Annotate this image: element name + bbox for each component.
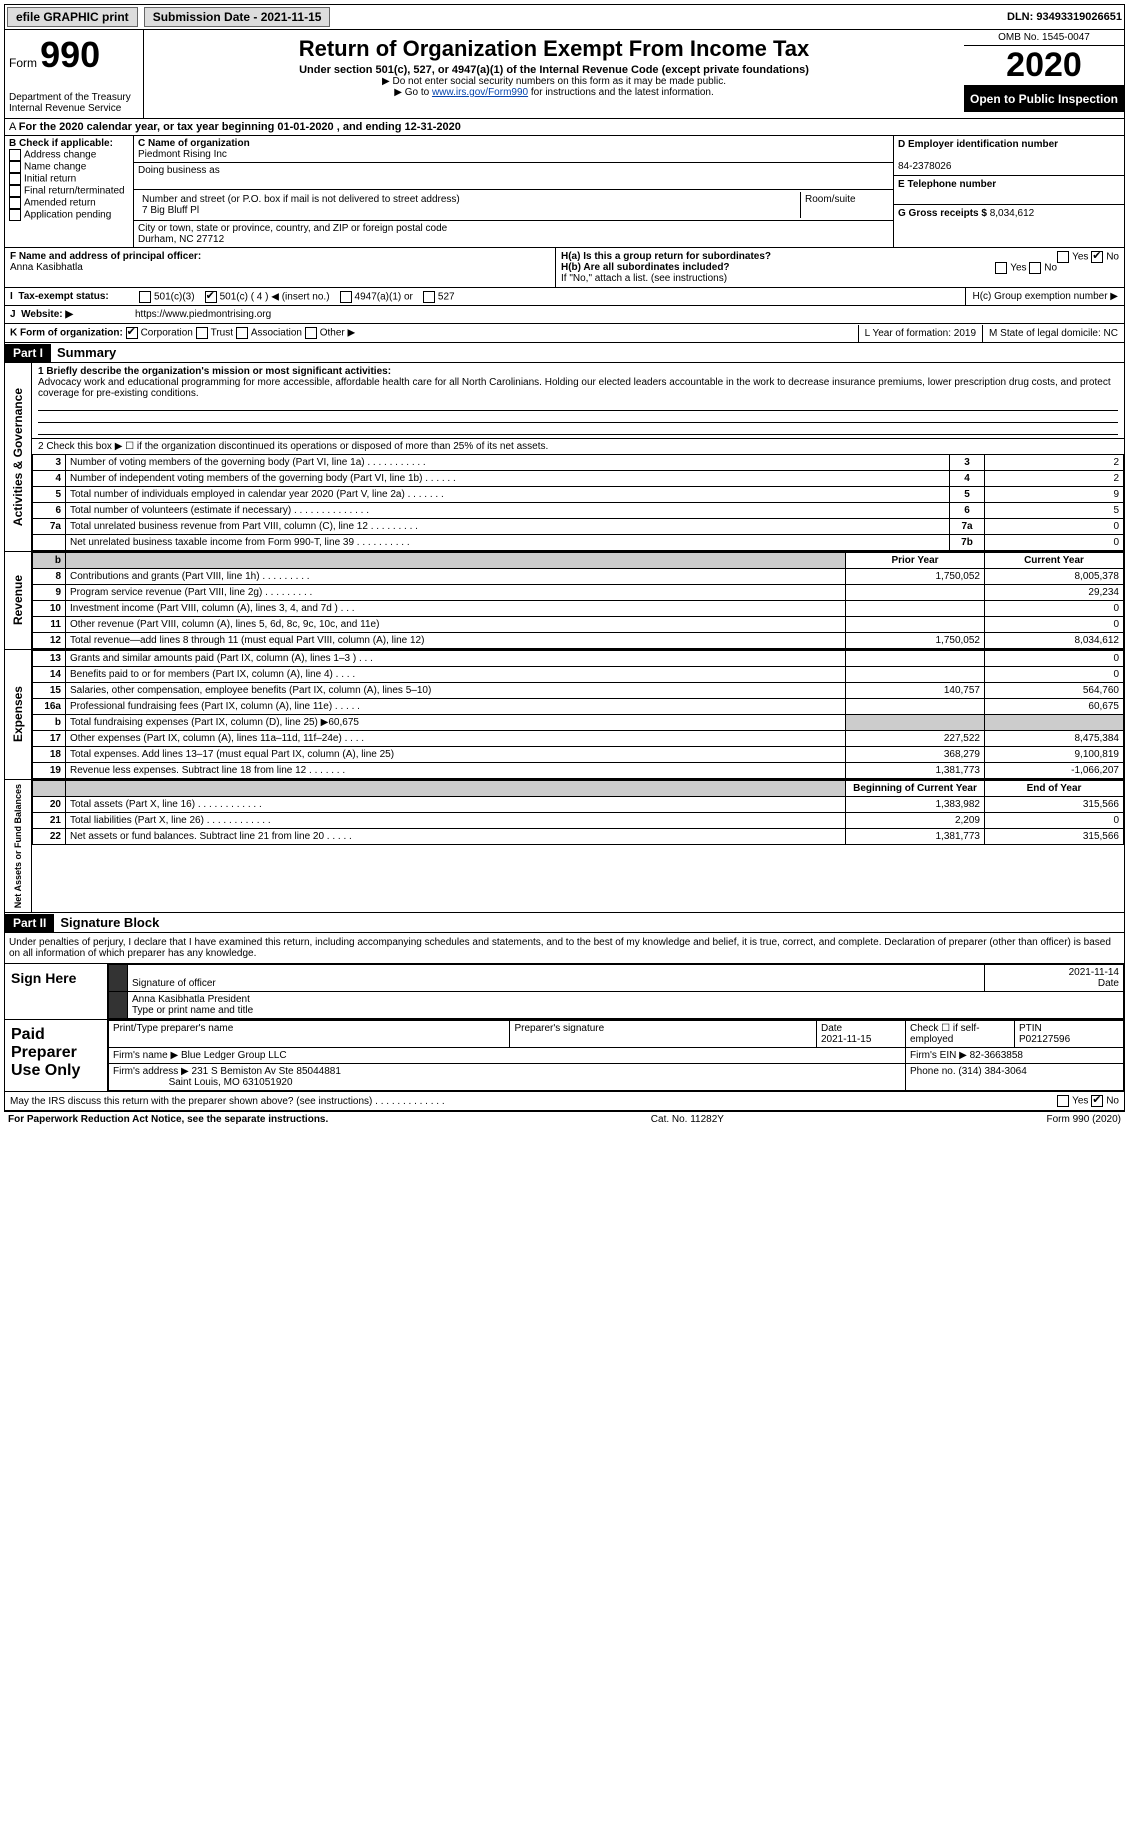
gross-value: 8,034,612: [990, 208, 1035, 219]
declaration-text: Under penalties of perjury, I declare th…: [4, 933, 1125, 964]
ein-label: D Employer identification number: [898, 139, 1058, 150]
mission-text: Advocacy work and educational programmin…: [38, 377, 1111, 399]
firm-name: Blue Ledger Group LLC: [181, 1050, 287, 1061]
cat-number: Cat. No. 11282Y: [651, 1114, 724, 1125]
part2-header: Part II: [5, 914, 54, 932]
preparer-sig-label: Preparer's signature: [510, 1021, 817, 1048]
hb-label: H(b) Are all subordinates included?: [561, 262, 730, 273]
firm-ein: 82-3663858: [970, 1050, 1023, 1061]
line2: 2 Check this box ▶ ☐ if the organization…: [32, 439, 1124, 454]
city-label: City or town, state or province, country…: [138, 223, 447, 234]
dba-label: Doing business as: [138, 165, 220, 176]
form-subtitle: Under section 501(c), 527, or 4947(a)(1)…: [148, 64, 960, 76]
firm-addr2: Saint Louis, MO 631051920: [169, 1077, 293, 1088]
street-value: 7 Big Bluff Pl: [142, 205, 199, 216]
discuss-question: May the IRS discuss this return with the…: [5, 1093, 450, 1110]
preparer-date: 2021-11-15: [821, 1034, 871, 1045]
gross-label: G Gross receipts $: [898, 208, 987, 219]
ein-value: 84-2378026: [898, 161, 951, 172]
officer-printed: Anna Kasibhatla President: [132, 994, 250, 1005]
k-label: K Form of organization: Corporation Trus…: [5, 324, 360, 342]
room-label: Room/suite: [801, 192, 889, 218]
preparer-name-label: Print/Type preparer's name: [109, 1021, 510, 1048]
street-label: Number and street (or P.O. box if mail i…: [142, 194, 460, 205]
phone-label: E Telephone number: [898, 179, 996, 190]
top-toolbar: efile GRAPHIC print Submission Date - 20…: [4, 4, 1125, 30]
goto-post: for instructions and the latest informat…: [528, 87, 714, 98]
ssn-notice: ▶ Do not enter social security numbers o…: [148, 76, 960, 87]
website-label: Website: ▶: [21, 309, 73, 320]
side-governance: Activities & Governance: [9, 384, 27, 530]
part1-header: Part I: [5, 344, 51, 362]
ha-label: H(a) Is this a group return for subordin…: [561, 251, 771, 262]
goto-pre: ▶ Go to: [394, 87, 432, 98]
f-label: F Name and address of principal officer:: [10, 251, 201, 262]
firm-addr1: 231 S Bemiston Av Ste 85044881: [192, 1066, 341, 1077]
form-footer: Form 990 (2020): [1047, 1114, 1121, 1125]
c-label: C Name of organization: [138, 138, 250, 149]
firm-phone: (314) 384-3064: [958, 1066, 1026, 1077]
hc-label: H(c) Group exemption number ▶: [965, 288, 1124, 305]
part1-title: Summary: [51, 343, 122, 362]
section-b: B Check if applicable: Address change Na…: [5, 136, 134, 247]
form-number: 990: [40, 34, 100, 75]
sign-here-label: Sign Here: [5, 964, 108, 1019]
tax-year: 2020: [964, 46, 1124, 86]
m-value: M State of legal domicile: NC: [982, 325, 1124, 342]
side-netassets: Net Assets or Fund Balances: [11, 780, 25, 912]
paid-preparer-label: Paid Preparer Use Only: [5, 1020, 108, 1091]
self-employed-check: Check ☐ if self-employed: [906, 1021, 1015, 1048]
ptin-value: P02127596: [1019, 1034, 1070, 1045]
side-expenses: Expenses: [9, 682, 27, 746]
sig-date: 2021-11-14: [1069, 967, 1119, 978]
omb-number: OMB No. 1545-0047: [964, 30, 1124, 46]
dln-label: DLN: 93493319026651: [1007, 11, 1122, 23]
l-value: L Year of formation: 2019: [858, 325, 982, 342]
side-revenue: Revenue: [9, 571, 27, 629]
line-a: A For the 2020 calendar year, or tax yea…: [4, 119, 1125, 136]
form-word: Form: [9, 56, 37, 70]
website-value: https://www.piedmontrising.org: [135, 309, 271, 320]
part2-title: Signature Block: [54, 913, 165, 932]
hb-note: If "No," attach a list. (see instruction…: [561, 273, 1119, 284]
dept-label: Department of the Treasury Internal Reve…: [9, 92, 139, 114]
org-name: Piedmont Rising Inc: [138, 149, 227, 160]
form-header: Form 990 Department of the Treasury Inte…: [4, 30, 1125, 119]
public-inspection: Open to Public Inspection: [964, 86, 1124, 112]
sig-officer-label: Signature of officer: [132, 978, 216, 989]
line1-label: 1 Briefly describe the organization's mi…: [38, 366, 391, 377]
submission-date-button[interactable]: Submission Date - 2021-11-15: [144, 7, 331, 27]
officer-name: Anna Kasibhatla: [10, 262, 83, 273]
form-title: Return of Organization Exempt From Incom…: [148, 36, 960, 62]
irs-link[interactable]: www.irs.gov/Form990: [432, 87, 528, 98]
efile-button[interactable]: efile GRAPHIC print: [7, 7, 138, 27]
pra-notice: For Paperwork Reduction Act Notice, see …: [8, 1114, 328, 1125]
city-value: Durham, NC 27712: [138, 234, 224, 245]
